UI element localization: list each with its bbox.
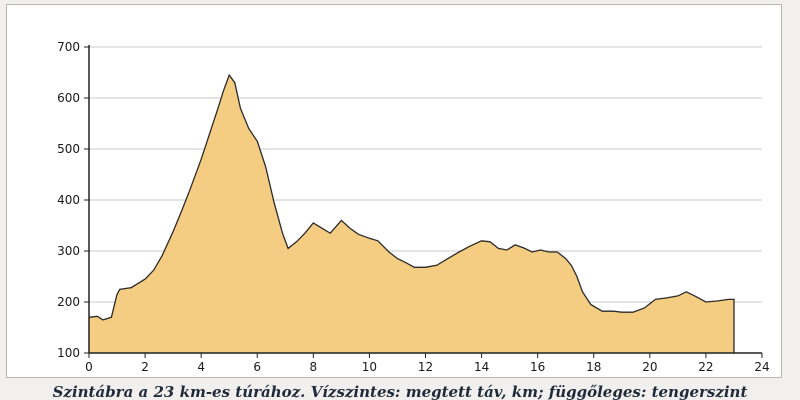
elevation-line bbox=[88, 73, 735, 354]
y-tick-label: 400 bbox=[57, 193, 80, 207]
x-tick-label: 10 bbox=[362, 360, 377, 374]
x-tick-label: 12 bbox=[418, 360, 433, 374]
chart-panel: 100 200 300 400 500 600 700 0 2 4 6 8 10 12 14 16 18 20 2… bbox=[6, 4, 782, 378]
elevation-area-fill bbox=[89, 75, 734, 353]
y-tick-label: 700 bbox=[57, 40, 80, 54]
y-tick-label: 200 bbox=[57, 295, 80, 309]
y-tick-label: 600 bbox=[57, 91, 80, 105]
x-tick-label: 8 bbox=[310, 360, 318, 374]
x-tick-label: 0 bbox=[85, 360, 93, 374]
figure-caption: Szintábra a 23 km-es túrához. Vízszintes… bbox=[52, 383, 748, 400]
x-tick-label: 20 bbox=[642, 360, 657, 374]
y-tick-label: 300 bbox=[57, 244, 80, 258]
x-tick-label: 4 bbox=[197, 360, 205, 374]
y-axis-ticks: 100 200 300 400 500 600 700 bbox=[57, 40, 89, 360]
y-tick-label: 500 bbox=[57, 142, 80, 156]
x-tick-label: 14 bbox=[474, 360, 489, 374]
x-axis-ticks: 0 2 4 6 8 10 12 14 16 18 20 22 24 bbox=[85, 353, 770, 374]
x-tick-label: 16 bbox=[530, 360, 545, 374]
x-tick-label: 24 bbox=[754, 360, 769, 374]
elevation-area-series bbox=[88, 73, 735, 354]
y-tick-label: 100 bbox=[57, 346, 80, 360]
x-tick-label: 22 bbox=[698, 360, 713, 374]
x-tick-label: 2 bbox=[141, 360, 149, 374]
x-tick-label: 18 bbox=[586, 360, 601, 374]
x-tick-label: 6 bbox=[253, 360, 261, 374]
